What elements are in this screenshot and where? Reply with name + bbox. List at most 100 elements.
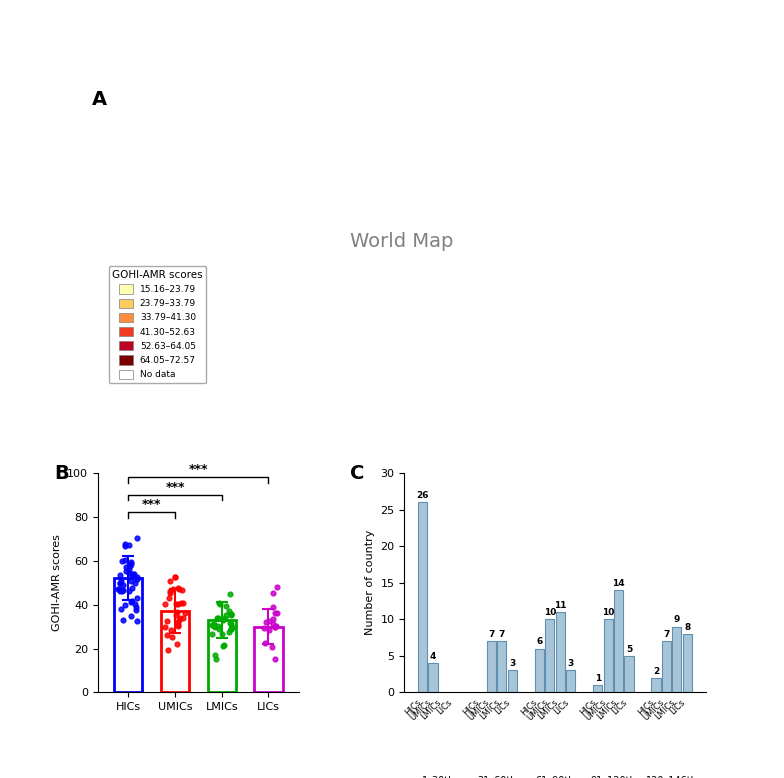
Text: ***: *** <box>165 481 185 494</box>
Bar <box>161 612 189 692</box>
Point <box>130 603 143 615</box>
Point <box>115 575 128 587</box>
Point <box>125 575 137 587</box>
Point <box>223 605 235 617</box>
Point <box>224 618 237 630</box>
Bar <box>604 619 612 692</box>
Point <box>267 613 280 626</box>
Y-axis label: Number of country: Number of country <box>365 530 375 636</box>
Point <box>172 619 184 632</box>
Point <box>170 598 183 610</box>
Point <box>208 620 220 633</box>
Text: 10: 10 <box>543 608 556 617</box>
Text: 9: 9 <box>673 615 680 625</box>
Point <box>129 577 142 590</box>
Point <box>112 582 125 594</box>
Text: ***: *** <box>189 463 209 476</box>
Point <box>172 582 185 594</box>
Point <box>131 592 143 605</box>
Point <box>174 612 187 624</box>
Point <box>169 571 181 584</box>
Point <box>211 612 223 625</box>
Point <box>214 598 227 610</box>
Bar <box>497 641 506 692</box>
Point <box>217 614 230 626</box>
Bar <box>662 641 671 692</box>
Point <box>267 617 279 629</box>
Point <box>258 622 270 634</box>
Point <box>126 594 139 607</box>
Point <box>172 620 184 633</box>
Text: 7: 7 <box>663 630 670 639</box>
Text: ***: *** <box>142 499 162 511</box>
Point <box>270 581 283 594</box>
Point <box>113 583 125 595</box>
Point <box>119 561 132 573</box>
Point <box>123 564 136 576</box>
Point <box>115 584 128 597</box>
Point <box>161 615 173 628</box>
Point <box>158 621 171 633</box>
Point <box>226 621 238 633</box>
Text: 26: 26 <box>416 491 429 500</box>
Point <box>173 583 186 595</box>
Point <box>269 621 281 633</box>
Text: 8: 8 <box>684 622 691 632</box>
Bar <box>545 619 554 692</box>
Text: 4: 4 <box>430 652 436 661</box>
Y-axis label: GOHI-AMR scores: GOHI-AMR scores <box>52 534 62 631</box>
Point <box>172 598 184 610</box>
Point <box>164 575 176 587</box>
Point <box>270 607 283 619</box>
Point <box>114 577 126 590</box>
Point <box>166 631 179 643</box>
Text: 3: 3 <box>568 659 574 668</box>
Point <box>268 621 281 633</box>
Point <box>176 584 188 596</box>
Text: 31–60th: 31–60th <box>477 776 517 778</box>
Text: 2: 2 <box>653 667 659 675</box>
Point <box>209 654 222 666</box>
Point <box>212 619 224 632</box>
Point <box>263 624 275 636</box>
Bar <box>114 578 143 692</box>
Point <box>225 608 238 620</box>
Point <box>169 570 181 583</box>
Text: A: A <box>92 90 107 110</box>
Point <box>165 623 178 636</box>
Point <box>125 595 137 608</box>
Point <box>127 567 140 580</box>
Point <box>172 613 185 626</box>
Bar <box>208 620 236 692</box>
Point <box>216 628 228 640</box>
Point <box>220 609 232 622</box>
Point <box>225 608 238 620</box>
Point <box>212 612 224 625</box>
Point <box>123 585 136 598</box>
Point <box>212 623 225 636</box>
Text: 7: 7 <box>499 630 505 639</box>
Text: 91–120th: 91–120th <box>590 776 636 778</box>
Point <box>161 629 173 642</box>
Bar <box>487 641 496 692</box>
Point <box>125 569 138 582</box>
Point <box>172 615 184 628</box>
Text: 10: 10 <box>602 608 615 617</box>
Bar <box>507 671 517 692</box>
Point <box>120 565 132 577</box>
Point <box>220 599 233 612</box>
Point <box>205 619 218 632</box>
Bar <box>418 503 427 692</box>
Point <box>125 610 138 622</box>
Text: 6: 6 <box>536 637 543 647</box>
Point <box>123 538 136 551</box>
Point <box>125 558 137 570</box>
Point <box>119 540 132 552</box>
Point <box>122 566 135 579</box>
Point <box>131 570 143 583</box>
Text: 1–30th: 1–30th <box>422 776 455 778</box>
Point <box>130 573 143 585</box>
Point <box>167 583 180 595</box>
Point <box>129 598 141 610</box>
Point <box>118 538 131 550</box>
